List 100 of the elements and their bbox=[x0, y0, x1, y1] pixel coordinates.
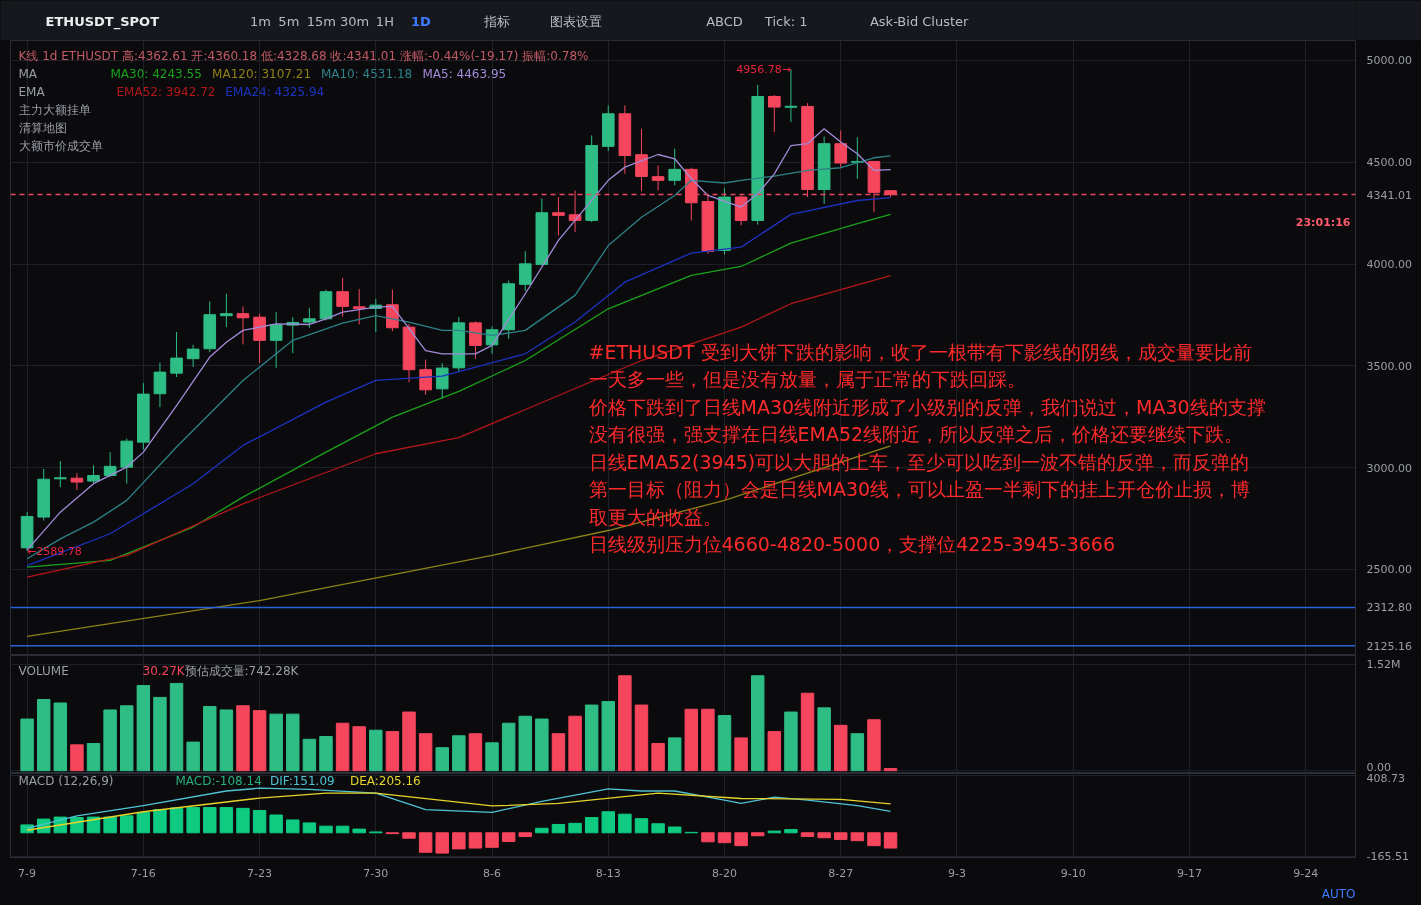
bar bbox=[817, 707, 831, 772]
candlestick bbox=[635, 128, 648, 192]
text: EMA52: 3942.72 bbox=[116, 84, 216, 99]
candlestick bbox=[269, 311, 283, 369]
bar bbox=[402, 711, 416, 772]
text: Ask-Bid Cluster bbox=[869, 14, 970, 29]
bar bbox=[867, 832, 881, 847]
bar bbox=[850, 733, 865, 772]
bar bbox=[120, 815, 134, 834]
candlestick bbox=[87, 464, 100, 485]
candlestick bbox=[153, 362, 167, 408]
y-tick-label: 3500.00 bbox=[1366, 359, 1412, 373]
bar bbox=[319, 735, 333, 772]
bar bbox=[535, 718, 549, 772]
bar bbox=[302, 822, 317, 834]
annotation: 主力大额挂单 bbox=[18, 102, 91, 117]
candlestick bbox=[220, 293, 233, 328]
text: 1H bbox=[375, 14, 394, 29]
bar bbox=[800, 692, 815, 772]
bar bbox=[867, 719, 881, 772]
bar bbox=[850, 832, 865, 842]
y-tick-label: 2500.00 bbox=[1366, 563, 1412, 577]
bar bbox=[601, 701, 615, 772]
text: MA30: 4243.55 bbox=[110, 66, 202, 81]
bar bbox=[651, 742, 665, 772]
text: MA5: 4463.95 bbox=[422, 66, 507, 81]
bar bbox=[236, 705, 250, 772]
y-tick-label: 4000.00 bbox=[1366, 258, 1412, 272]
annotation: 日线级别压力位4660-4820-5000，支撑位4225-3945-3666 bbox=[588, 533, 1116, 555]
bar bbox=[817, 832, 831, 839]
candlestick bbox=[70, 472, 84, 491]
candlestick bbox=[469, 320, 482, 360]
y-tick-label: 1.52M bbox=[1366, 658, 1401, 672]
text: ABCD bbox=[706, 14, 743, 29]
bar bbox=[717, 832, 732, 844]
bar bbox=[252, 710, 267, 772]
series-label: MACD:-108.14 bbox=[175, 773, 262, 788]
line-series bbox=[26, 445, 892, 638]
annotation: MA bbox=[18, 66, 38, 81]
y-tick-label: -165.51 bbox=[1366, 850, 1409, 864]
candlestick bbox=[253, 313, 266, 364]
text: 30m bbox=[339, 14, 370, 29]
candlestick bbox=[834, 129, 848, 168]
bar bbox=[186, 741, 200, 772]
bar bbox=[286, 713, 300, 772]
x-tick-label: 9-10 bbox=[1060, 866, 1086, 880]
bar bbox=[717, 715, 732, 772]
bar bbox=[219, 709, 234, 772]
bar bbox=[618, 675, 632, 772]
x-tick-label: 9-3 bbox=[948, 866, 966, 880]
bar bbox=[236, 807, 250, 834]
bar bbox=[667, 737, 682, 772]
bar bbox=[584, 704, 599, 772]
text: 1m bbox=[249, 14, 271, 29]
candlestick bbox=[170, 331, 183, 378]
bar bbox=[784, 829, 798, 834]
ref-line-label: 4341.01 bbox=[1366, 188, 1412, 202]
bar bbox=[418, 733, 433, 772]
bar bbox=[518, 832, 532, 837]
candlestick bbox=[768, 94, 781, 133]
bar bbox=[136, 811, 151, 834]
bar bbox=[252, 809, 267, 834]
candlestick bbox=[303, 307, 316, 329]
bar bbox=[751, 832, 765, 837]
bar bbox=[169, 682, 184, 772]
bar bbox=[568, 822, 582, 834]
y-tick-label: 5000.00 bbox=[1366, 54, 1412, 68]
x-tick-label: 7-9 bbox=[18, 866, 37, 880]
annotation: 23:01:16 bbox=[1295, 216, 1351, 229]
candlestick bbox=[651, 165, 665, 192]
bar bbox=[468, 832, 483, 849]
bar bbox=[203, 705, 217, 772]
annotation: EMA bbox=[18, 84, 46, 99]
bar bbox=[784, 711, 798, 772]
bar bbox=[435, 832, 449, 854]
ref-line-label: 2125.16 bbox=[1366, 639, 1412, 653]
bar bbox=[701, 832, 715, 843]
bar bbox=[103, 816, 117, 834]
bar bbox=[501, 722, 516, 772]
bar bbox=[269, 713, 283, 772]
bar bbox=[352, 726, 366, 772]
bar bbox=[601, 811, 615, 834]
bar bbox=[53, 702, 68, 772]
x-tick-label: 9-24 bbox=[1293, 866, 1319, 880]
bar bbox=[352, 828, 366, 834]
bar bbox=[153, 809, 167, 834]
bar bbox=[568, 715, 582, 772]
series-label: DIF:151.09 bbox=[269, 773, 335, 788]
bar bbox=[551, 823, 566, 834]
bar bbox=[435, 747, 449, 772]
bar bbox=[269, 814, 283, 834]
candlestick bbox=[419, 359, 432, 396]
bar bbox=[186, 807, 200, 834]
text: Tick: 1 bbox=[763, 14, 808, 29]
x-tick-label: 8-13 bbox=[595, 866, 621, 880]
x-tick-label: 8-6 bbox=[483, 866, 502, 880]
bar bbox=[734, 832, 748, 847]
x-tick-label: 7-16 bbox=[130, 866, 156, 880]
bar bbox=[70, 817, 84, 834]
bar bbox=[834, 724, 848, 772]
